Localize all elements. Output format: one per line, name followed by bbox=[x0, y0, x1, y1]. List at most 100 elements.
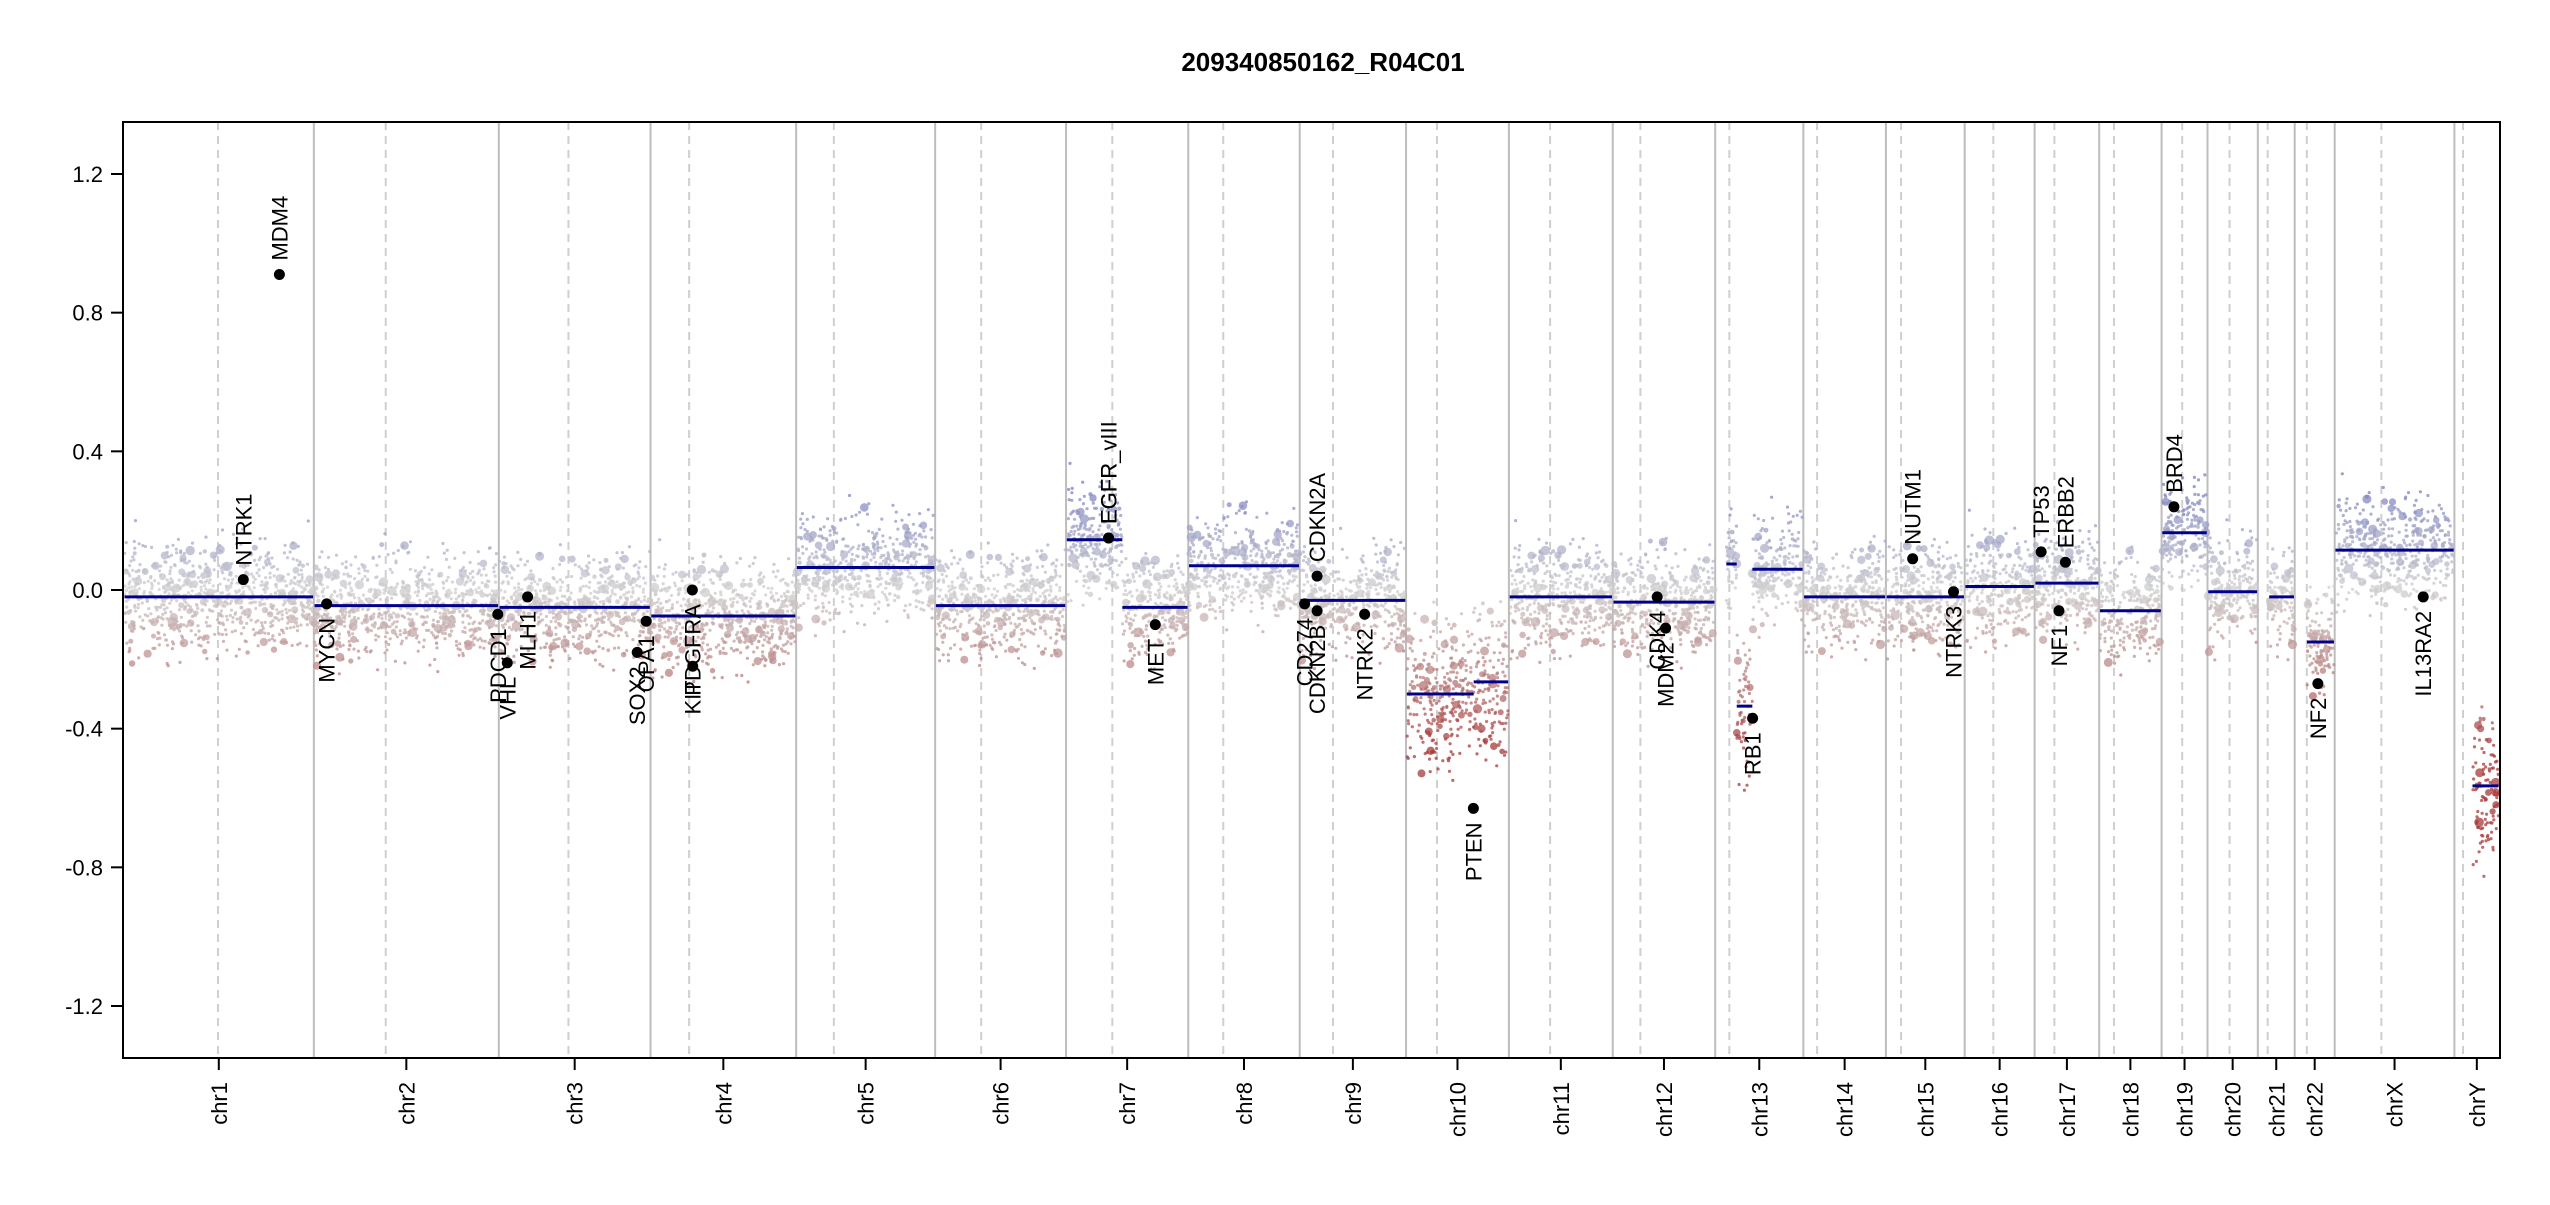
probe-point bbox=[798, 588, 801, 591]
probe-point bbox=[1021, 580, 1024, 583]
probe-point bbox=[357, 650, 360, 653]
probe-point bbox=[371, 623, 374, 626]
probe-point bbox=[733, 640, 736, 643]
probe-point bbox=[1037, 645, 1040, 648]
probe-point bbox=[1181, 586, 1184, 589]
probe-point bbox=[665, 609, 668, 612]
probe-point bbox=[349, 563, 352, 566]
probe-point bbox=[326, 586, 329, 589]
probe-point bbox=[616, 568, 619, 571]
probe-point bbox=[1054, 571, 1057, 574]
probe-point bbox=[954, 626, 957, 629]
probe-point bbox=[182, 584, 185, 587]
probe-point bbox=[769, 619, 772, 622]
probe-point bbox=[1390, 615, 1393, 618]
probe-point bbox=[131, 588, 139, 596]
probe-point bbox=[1358, 569, 1361, 572]
probe-point bbox=[307, 590, 310, 593]
probe-point bbox=[599, 574, 602, 577]
probe-point bbox=[209, 578, 212, 581]
probe-point bbox=[423, 566, 426, 569]
probe-point bbox=[908, 572, 911, 575]
probe-point bbox=[1083, 527, 1086, 530]
probe-point bbox=[968, 550, 972, 554]
probe-point bbox=[221, 633, 224, 636]
probe-point bbox=[1028, 616, 1031, 619]
probe-point bbox=[1352, 579, 1355, 582]
probe-point bbox=[1132, 619, 1135, 622]
probe-point bbox=[344, 607, 347, 610]
probe-point bbox=[175, 548, 178, 551]
probe-point bbox=[1257, 624, 1260, 627]
probe-point bbox=[363, 618, 369, 624]
probe-point bbox=[1374, 553, 1377, 556]
probe-point bbox=[405, 636, 408, 639]
probe-point bbox=[947, 585, 950, 588]
probe-point bbox=[853, 578, 856, 581]
probe-point bbox=[724, 641, 727, 644]
probe-point bbox=[1060, 563, 1063, 566]
probe-point bbox=[1178, 609, 1181, 612]
probe-point bbox=[149, 612, 152, 615]
probe-point bbox=[467, 589, 474, 596]
probe-point bbox=[303, 613, 311, 621]
probe-point bbox=[373, 588, 376, 591]
probe-point bbox=[714, 592, 717, 595]
probe-point bbox=[631, 586, 634, 589]
probe-point bbox=[570, 611, 573, 614]
probe-point bbox=[1059, 597, 1062, 600]
probe-point bbox=[1331, 645, 1334, 648]
probe-point bbox=[1149, 598, 1152, 601]
probe-point bbox=[273, 574, 276, 577]
probe-point bbox=[801, 512, 804, 515]
probe-point bbox=[1293, 603, 1296, 606]
probe-point bbox=[1218, 579, 1221, 582]
probe-point bbox=[1241, 541, 1244, 544]
probe-point bbox=[857, 547, 860, 550]
probe-point bbox=[185, 580, 188, 583]
probe-point bbox=[662, 582, 665, 585]
probe-point bbox=[898, 559, 901, 562]
probe-point bbox=[785, 630, 788, 633]
probe-point bbox=[681, 579, 684, 582]
probe-point bbox=[517, 592, 520, 595]
probe-point bbox=[866, 513, 869, 516]
probe-point bbox=[762, 585, 765, 588]
probe-point bbox=[1053, 648, 1062, 657]
probe-point bbox=[1293, 578, 1296, 581]
probe-point bbox=[402, 615, 405, 618]
probe-point bbox=[918, 600, 921, 603]
probe-point bbox=[1253, 544, 1256, 547]
probe-point bbox=[568, 657, 571, 660]
probe-point bbox=[1255, 575, 1258, 578]
probe-point bbox=[240, 606, 243, 609]
probe-point bbox=[554, 633, 557, 636]
probe-point bbox=[469, 572, 472, 575]
probe-point bbox=[895, 538, 898, 541]
probe-point bbox=[204, 634, 210, 640]
probe-point bbox=[732, 601, 735, 604]
probe-point bbox=[724, 631, 731, 638]
probe-point bbox=[892, 569, 896, 573]
probe-point bbox=[404, 586, 407, 589]
probe-point bbox=[968, 614, 971, 617]
probe-point bbox=[257, 644, 260, 647]
probe-point bbox=[138, 587, 141, 590]
probe-point bbox=[964, 598, 970, 604]
probe-point bbox=[269, 576, 272, 579]
probe-point bbox=[820, 553, 825, 558]
probe-point bbox=[252, 628, 255, 631]
probe-point bbox=[277, 619, 280, 622]
probe-point bbox=[256, 571, 259, 574]
probe-point bbox=[803, 581, 806, 584]
probe-point bbox=[436, 670, 439, 673]
probe-point bbox=[585, 623, 588, 626]
probe-point bbox=[780, 595, 783, 598]
probe-point bbox=[1004, 650, 1007, 653]
probe-point bbox=[260, 580, 263, 583]
probe-point bbox=[1271, 570, 1275, 574]
probe-point bbox=[1249, 594, 1252, 597]
probe-point bbox=[135, 570, 138, 573]
probe-point bbox=[792, 618, 795, 621]
probe-point bbox=[922, 575, 925, 578]
